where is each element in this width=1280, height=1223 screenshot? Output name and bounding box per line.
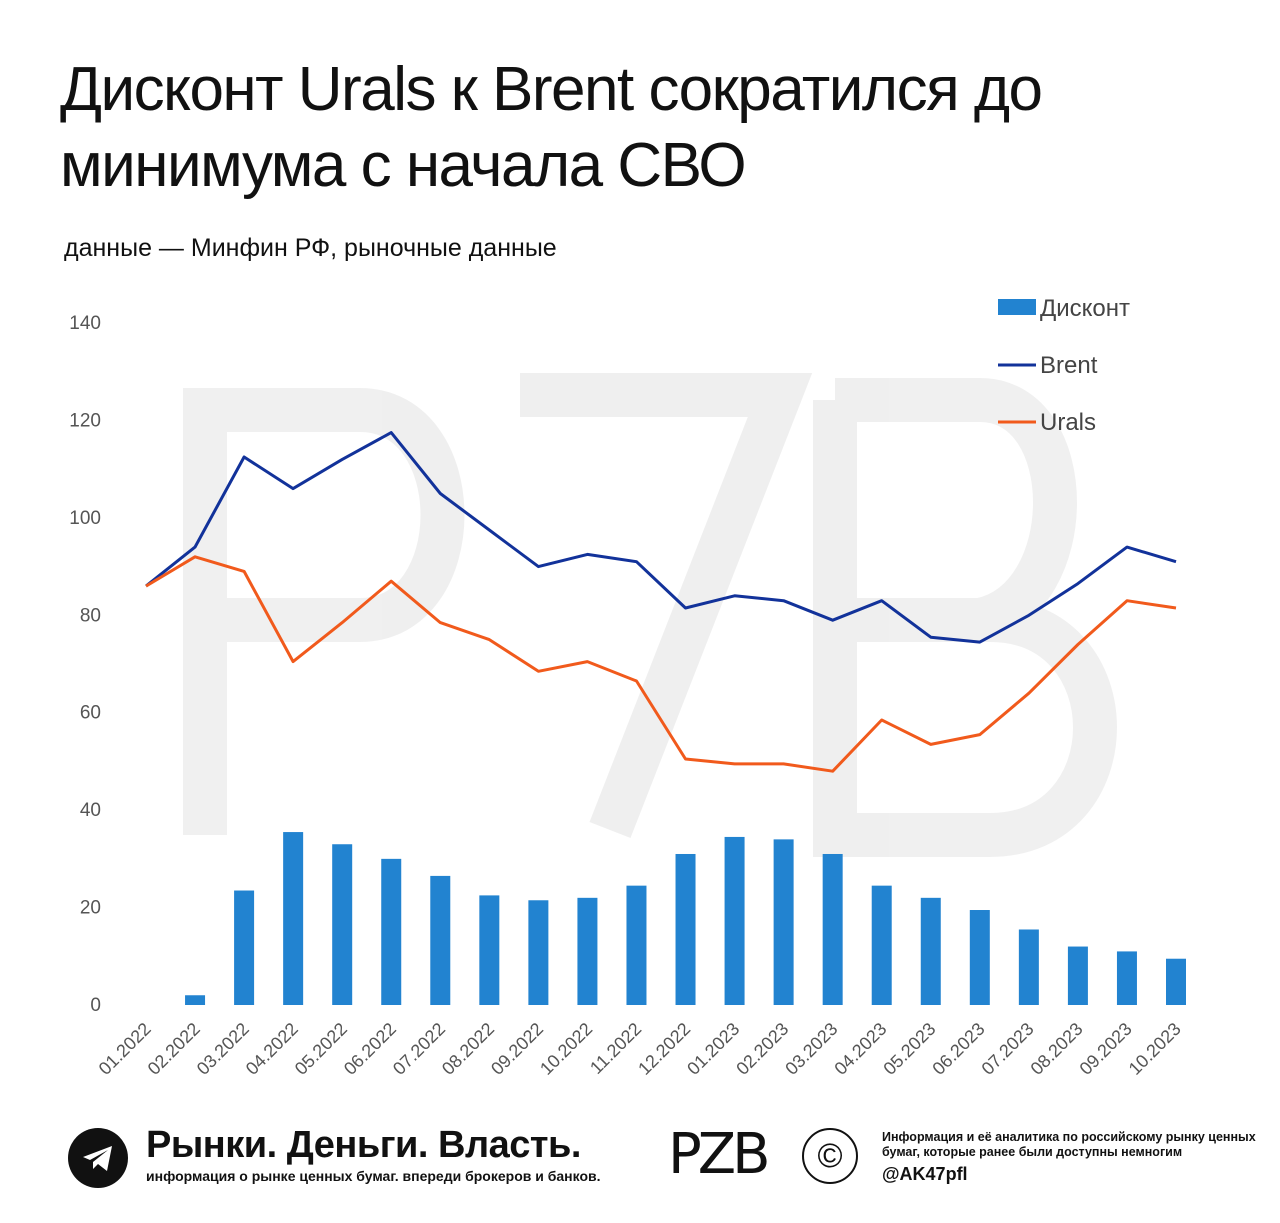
x-tick-label: 09.2022 (487, 1019, 547, 1079)
legend: Дисконт Brent Urals (998, 295, 1130, 436)
legend-label: Дисконт (1040, 295, 1130, 322)
x-tick-label: 01.2023 (683, 1019, 743, 1079)
discount-bar (1166, 958, 1186, 1005)
discount-bar (724, 836, 745, 1005)
discount-bar (430, 875, 451, 1005)
x-tick-label: 07.2023 (978, 1019, 1038, 1079)
discount-bar (528, 900, 549, 1005)
copyright-icon: © (802, 1128, 858, 1184)
telegram-icon[interactable] (68, 1128, 128, 1188)
discount-bar (969, 910, 990, 1005)
x-tick-label: 04.2022 (242, 1019, 302, 1079)
x-tick-label: 10.2023 (1125, 1019, 1185, 1079)
discount-bar (332, 844, 353, 1005)
x-tick-label: 05.2023 (879, 1019, 939, 1079)
x-tick-label: 12.2022 (634, 1019, 694, 1079)
x-tick-label: 02.2023 (732, 1019, 792, 1079)
discount-bar (773, 839, 794, 1005)
x-tick-label: 10.2022 (536, 1019, 596, 1079)
brand-title: Рынки. Деньги. Власть. (146, 1124, 581, 1166)
y-axis: 0 20 40 60 80 100 120 140 (69, 313, 101, 1016)
discount-bar (381, 858, 402, 1005)
legend-label: Brent (1040, 352, 1098, 379)
x-tick-label: 04.2023 (830, 1019, 890, 1079)
x-tick-label: 09.2023 (1076, 1019, 1136, 1079)
y-tick-label: 80 (80, 605, 101, 626)
discount-bar (920, 897, 941, 1005)
legend-label: Urals (1040, 409, 1096, 436)
footer-info: Информация и её аналитика по российскому… (882, 1130, 1256, 1159)
chart: 0 20 40 60 80 100 120 140 01.202202.202203.2022… (69, 295, 1186, 1079)
discount-bar (479, 895, 500, 1005)
x-axis: 01.202202.202203.202204.202205.202206.20… (95, 1019, 1185, 1079)
y-tick-label: 60 (80, 703, 101, 724)
brand-subtitle: информация о рынке ценных бумаг. впереди… (146, 1168, 601, 1184)
x-tick-label: 02.2022 (144, 1019, 204, 1079)
discount-bar (1018, 929, 1039, 1005)
discount-bar (185, 995, 206, 1005)
y-tick-label: 120 (69, 410, 101, 431)
x-tick-label: 03.2023 (781, 1019, 841, 1079)
brent-line (145, 431, 1177, 644)
x-tick-label: 11.2022 (586, 1019, 645, 1078)
watermark (183, 373, 1117, 857)
discount-bars (185, 832, 1186, 1005)
y-tick-label: 20 (80, 898, 101, 919)
x-tick-label: 06.2022 (340, 1019, 400, 1079)
discount-bar (283, 832, 304, 1005)
discount-bar (234, 890, 255, 1005)
source-note: данные — Минфин РФ, рыночные данные (64, 234, 557, 262)
y-tick-label: 0 (90, 995, 101, 1016)
legend-swatch-discount (998, 299, 1036, 315)
x-tick-label: 07.2022 (389, 1019, 449, 1079)
price-lines (145, 431, 1177, 773)
y-tick-label: 100 (69, 508, 101, 529)
x-tick-label: 08.2023 (1027, 1019, 1087, 1079)
discount-bar (1116, 951, 1137, 1005)
discount-bar (1067, 946, 1088, 1005)
discount-bar (626, 885, 647, 1005)
page-title: Дисконт Urals к Brent сократился до мини… (60, 55, 1043, 200)
x-tick-label: 03.2022 (193, 1019, 253, 1079)
channel-handle[interactable]: @AK47pfl (882, 1164, 968, 1184)
y-tick-label: 140 (69, 313, 101, 334)
discount-bar (871, 885, 892, 1005)
x-tick-label: 08.2022 (438, 1019, 498, 1079)
y-tick-label: 40 (80, 800, 101, 821)
x-tick-label: 06.2023 (928, 1019, 988, 1079)
discount-bar (822, 853, 843, 1005)
urals-line (145, 555, 1177, 773)
x-tick-label: 01.2022 (95, 1019, 155, 1079)
x-tick-label: 05.2022 (291, 1019, 351, 1079)
discount-bar (577, 897, 598, 1005)
brand-mark: PZB (668, 1122, 771, 1187)
discount-bar (675, 853, 696, 1005)
